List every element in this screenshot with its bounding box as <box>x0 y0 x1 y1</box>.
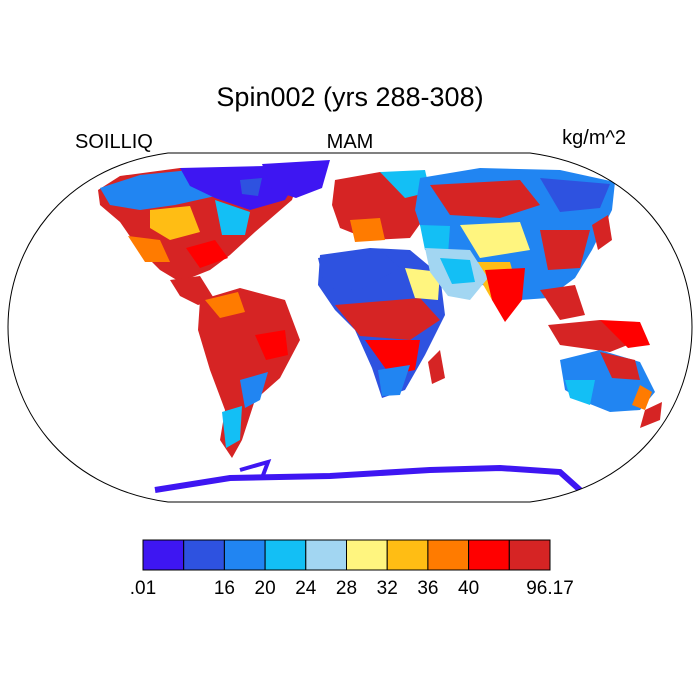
colorbar-box-2 <box>223 539 266 571</box>
colorbar-box-3 <box>264 539 307 571</box>
map-title: Spin002 (yrs 288-308) <box>216 82 483 112</box>
se-asia-landmass <box>540 285 650 352</box>
africa-landmass <box>318 248 445 398</box>
colorbar-label-5: 28 <box>336 578 357 599</box>
colorbar-label-8: 40 <box>458 578 479 599</box>
units-label: kg/m^2 <box>562 127 626 149</box>
map-content <box>8 153 692 502</box>
antarctica-landmass <box>150 458 583 502</box>
colorbar-box-4 <box>305 539 347 571</box>
colorbar-box-0 <box>142 539 185 571</box>
colorbar-label-4: 24 <box>295 578 317 599</box>
colorbar-box-6 <box>386 539 429 571</box>
south-america-landmass <box>198 288 300 458</box>
colorbar-label-3: 20 <box>255 578 276 599</box>
japan-landmass <box>592 215 612 250</box>
colorbar-box-7 <box>427 539 470 571</box>
season-label: MAM <box>327 131 374 153</box>
greenland-landmass <box>240 160 330 198</box>
colorbar-label-2: 16 <box>214 578 235 599</box>
europe-landmass <box>332 170 430 242</box>
colorbar-box-8 <box>468 539 510 571</box>
colorbar-label-7: 36 <box>417 578 438 599</box>
new-zealand-landmass <box>640 402 662 428</box>
colorbar-label-0: .01 <box>130 578 156 599</box>
australia-landmass <box>560 350 655 412</box>
colorbar: .01 16 20 24 28 32 36 40 96.17 <box>130 539 574 599</box>
arabia-landmass <box>425 248 488 300</box>
colorbar-box-1 <box>183 539 225 571</box>
globe-outline <box>7 152 693 503</box>
india-landmass <box>485 268 525 322</box>
variable-label: SOILLIQ <box>75 131 153 153</box>
north-america-landmass <box>98 166 300 305</box>
colorbar-box-9 <box>508 539 551 571</box>
colorbar-label-10: 96.17 <box>526 578 574 599</box>
colorbar-box-5 <box>346 539 388 571</box>
colorbar-label-6: 32 <box>377 578 398 599</box>
